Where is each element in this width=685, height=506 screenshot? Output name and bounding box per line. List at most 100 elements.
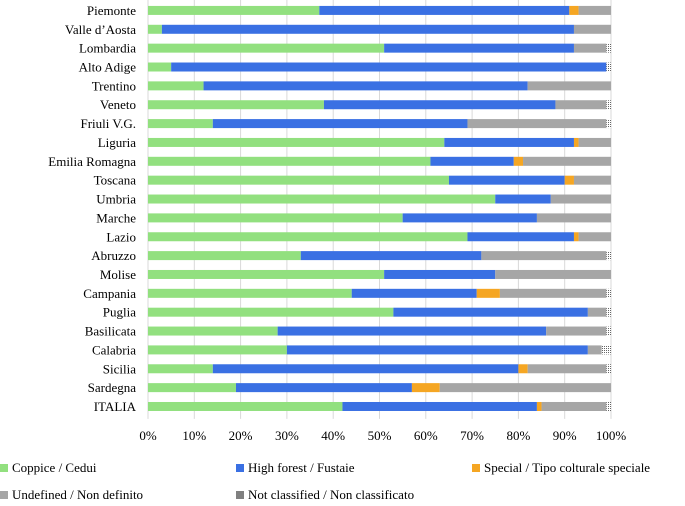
bar-segment xyxy=(578,5,611,15)
category-label: Calabria xyxy=(92,342,136,357)
bar-segment xyxy=(277,326,547,336)
x-tick-label: 50% xyxy=(368,428,392,443)
category-label: Umbria xyxy=(96,192,136,207)
bar-segment xyxy=(411,383,440,393)
bar-segment xyxy=(573,175,611,185)
bar-segment xyxy=(148,401,343,411)
bar-segment xyxy=(148,119,213,129)
category-label: Trentino xyxy=(92,78,136,93)
bar-segment xyxy=(569,5,579,15)
bar-segment xyxy=(300,251,482,261)
bar-segment xyxy=(402,213,537,223)
bar-segment xyxy=(499,288,607,298)
bar-segment xyxy=(555,100,607,110)
bar-segment xyxy=(495,194,551,204)
bar-segment xyxy=(606,307,611,317)
category-label: Campania xyxy=(83,286,136,301)
bar-segment xyxy=(606,251,611,261)
bar-segment xyxy=(212,364,519,374)
bar-segment xyxy=(541,401,607,411)
x-tick-label: 30% xyxy=(275,428,299,443)
bar-segment xyxy=(148,156,431,166)
x-tick-label: 40% xyxy=(321,428,345,443)
bar-segment xyxy=(286,345,588,355)
bar-segment xyxy=(323,100,556,110)
bar-segment xyxy=(342,401,537,411)
bar-segment xyxy=(518,364,528,374)
bar-segment xyxy=(573,43,607,53)
bar-segment xyxy=(573,232,579,242)
category-label: Valle d’Aosta xyxy=(65,22,136,37)
bar-segment xyxy=(444,137,574,147)
bar-segment xyxy=(384,43,574,53)
category-label: Molise xyxy=(100,267,136,282)
bar-segment xyxy=(448,175,565,185)
x-tick-label: 80% xyxy=(506,428,530,443)
bar-segment xyxy=(606,62,611,72)
bar-segment xyxy=(212,119,468,129)
bar-segment xyxy=(148,137,445,147)
x-tick-label: 10% xyxy=(182,428,206,443)
bar-segment xyxy=(536,213,611,223)
bar-segment xyxy=(384,269,496,279)
x-tick-labels: 0% 10% 20% 30% 40% 50% 60% 70% 80% 90% 100% xyxy=(139,428,626,443)
bar-segment xyxy=(148,24,162,34)
bar-segment xyxy=(235,383,412,393)
x-tick-label: 90% xyxy=(553,428,577,443)
bar-segment xyxy=(587,345,602,355)
bar-segment xyxy=(606,364,611,374)
bar-segment xyxy=(351,288,477,298)
bar-segment xyxy=(148,288,352,298)
bar-segment xyxy=(601,345,611,355)
bar-segment xyxy=(148,175,449,185)
bar-segment xyxy=(481,251,607,261)
bar-segment xyxy=(148,100,324,110)
bar-segment xyxy=(606,43,611,53)
bar-segment xyxy=(148,232,468,242)
category-label: Lazio xyxy=(106,229,136,244)
bar-segment xyxy=(573,24,611,34)
category-label: ITALIA xyxy=(94,399,137,414)
category-label: Basilicata xyxy=(85,324,136,339)
x-tick-label: 100% xyxy=(596,428,627,443)
bar-segment xyxy=(606,401,611,411)
x-tick-label: 70% xyxy=(460,428,484,443)
category-label: Emilia Romagna xyxy=(48,154,136,169)
bars xyxy=(148,5,611,411)
bar-segment xyxy=(439,383,611,393)
bar-segment xyxy=(171,62,607,72)
bar-segment xyxy=(564,175,574,185)
category-label: Marche xyxy=(96,210,136,225)
bar-segment xyxy=(573,137,579,147)
category-label: Sicilia xyxy=(103,361,136,376)
bar-segment xyxy=(148,251,301,261)
bar-segment xyxy=(527,364,607,374)
bar-segment xyxy=(148,383,236,393)
category-label: Lombardia xyxy=(79,41,136,56)
bar-segment xyxy=(523,156,611,166)
bar-segment xyxy=(430,156,514,166)
category-label: Veneto xyxy=(100,97,136,112)
bar-segment xyxy=(467,232,574,242)
bar-segment xyxy=(148,62,172,72)
category-label: Toscana xyxy=(94,173,137,188)
x-tick-label: 0% xyxy=(139,428,157,443)
category-label: Alto Adige xyxy=(79,60,137,75)
bar-segment xyxy=(148,269,385,279)
bar-segment xyxy=(161,24,574,34)
bar-segment xyxy=(148,194,496,204)
bar-segment xyxy=(148,345,287,355)
bar-segment xyxy=(606,288,611,298)
bar-segment xyxy=(148,213,403,223)
bar-segment xyxy=(148,43,385,53)
category-label: Friuli V.G. xyxy=(80,116,136,131)
bar-segment xyxy=(536,401,542,411)
bar-segment xyxy=(319,5,570,15)
category-label: Sardegna xyxy=(88,380,137,395)
bar-segment xyxy=(578,137,611,147)
bar-segment xyxy=(587,307,607,317)
x-tick-label: 60% xyxy=(414,428,438,443)
bar-segment xyxy=(606,326,611,336)
category-label: Piemonte xyxy=(87,3,136,18)
